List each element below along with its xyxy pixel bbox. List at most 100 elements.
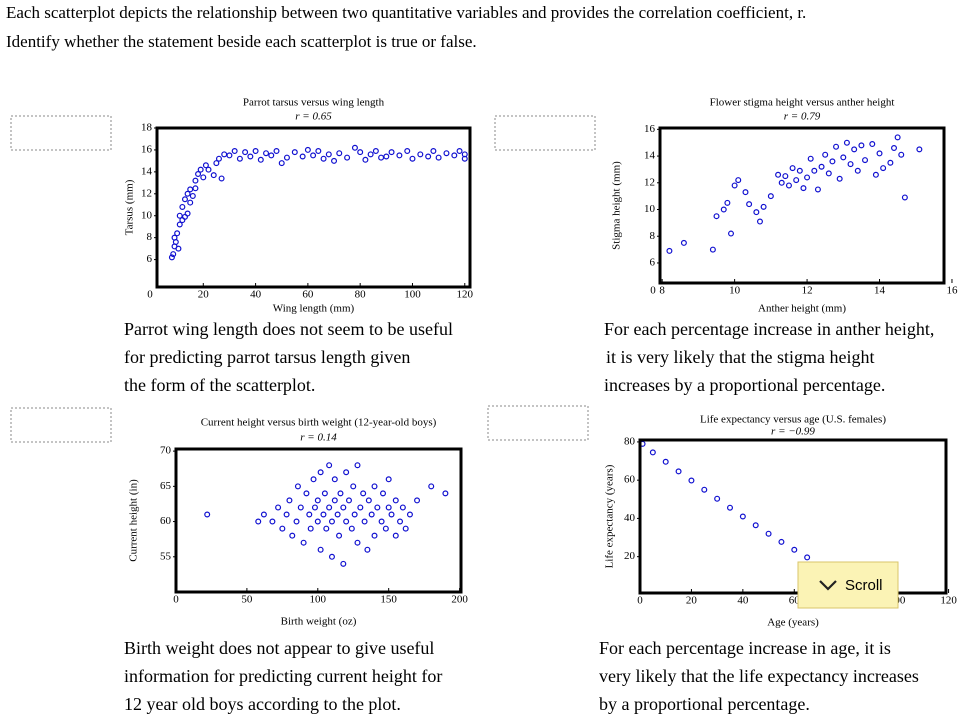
data-point bbox=[174, 230, 181, 237]
data-point bbox=[310, 152, 317, 159]
y-axis-label: Life expectancy (years) bbox=[604, 464, 616, 568]
x-axis-label: Birth weight (oz) bbox=[281, 616, 357, 628]
data-point bbox=[331, 476, 338, 483]
data-point bbox=[836, 175, 843, 182]
scroll-button[interactable]: Scroll bbox=[797, 561, 899, 609]
data-point bbox=[226, 152, 233, 159]
data-point bbox=[756, 218, 763, 225]
x-tick-label: 100 bbox=[404, 289, 421, 301]
data-point bbox=[184, 190, 191, 197]
data-point bbox=[320, 155, 327, 162]
x-tick-label: 0 bbox=[637, 595, 643, 607]
data-point bbox=[343, 469, 350, 476]
data-point bbox=[334, 511, 341, 518]
chart-title: Parrot tarsus versus wing length bbox=[243, 97, 385, 109]
data-point bbox=[760, 203, 767, 210]
plot-frame bbox=[658, 126, 946, 285]
data-point bbox=[767, 193, 774, 200]
data-point bbox=[380, 490, 387, 497]
answer-dropdown[interactable] bbox=[494, 115, 596, 151]
x-tick-label: 80 bbox=[355, 289, 367, 301]
data-point bbox=[343, 518, 350, 525]
data-point bbox=[666, 247, 673, 254]
data-point bbox=[456, 148, 463, 155]
data-point bbox=[726, 504, 733, 511]
data-point bbox=[713, 213, 720, 220]
y-tick-label: 6 bbox=[650, 256, 656, 268]
data-point bbox=[887, 159, 894, 166]
x-tick-label: 20 bbox=[686, 595, 698, 607]
data-point bbox=[753, 209, 760, 216]
y-tick-label: 10 bbox=[141, 209, 153, 221]
data-point bbox=[340, 560, 347, 567]
data-point bbox=[357, 504, 364, 511]
data-point bbox=[350, 483, 357, 490]
data-point bbox=[752, 522, 759, 529]
data-point bbox=[187, 199, 194, 206]
data-point bbox=[847, 161, 854, 168]
data-point bbox=[344, 154, 351, 161]
data-point bbox=[742, 189, 749, 196]
data-point bbox=[189, 192, 196, 199]
data-point bbox=[778, 179, 785, 186]
data-point bbox=[397, 518, 404, 525]
data-point bbox=[385, 476, 392, 483]
data-point bbox=[869, 141, 876, 148]
y-tick-label: 12 bbox=[141, 187, 152, 199]
statement-line: For each percentage increase in anther h… bbox=[604, 319, 934, 339]
data-point bbox=[273, 148, 280, 155]
x-tick-label: 150 bbox=[380, 594, 397, 606]
scroll-button-bg bbox=[797, 561, 899, 609]
data-point bbox=[289, 532, 296, 539]
data-point bbox=[168, 254, 175, 261]
data-point bbox=[176, 221, 183, 228]
data-point bbox=[361, 518, 368, 525]
data-point bbox=[392, 497, 399, 504]
plot-frame bbox=[638, 438, 948, 595]
answer-dropdown[interactable] bbox=[10, 115, 112, 151]
data-point bbox=[872, 171, 879, 178]
data-point bbox=[357, 149, 364, 156]
data-point bbox=[800, 185, 807, 192]
data-point bbox=[406, 511, 413, 518]
x-tick-label: 8 bbox=[659, 285, 665, 297]
y-tick-label: 10 bbox=[644, 203, 656, 215]
answer-dropdown[interactable] bbox=[487, 405, 589, 441]
data-point bbox=[187, 186, 194, 193]
data-point bbox=[833, 143, 840, 150]
data-point bbox=[306, 511, 313, 518]
statement-line: Parrot wing length does not seem to be u… bbox=[124, 319, 453, 339]
y-tick-label: 8 bbox=[147, 231, 153, 243]
answer-dropdown[interactable] bbox=[10, 407, 112, 443]
data-point bbox=[304, 146, 311, 153]
data-point bbox=[320, 511, 327, 518]
data-point bbox=[417, 151, 424, 158]
data-point bbox=[840, 154, 847, 161]
data-point bbox=[428, 483, 435, 490]
data-point bbox=[409, 155, 416, 162]
data-point bbox=[321, 490, 328, 497]
statement-line: the form of the scatterplot. bbox=[124, 375, 315, 395]
data-point bbox=[204, 511, 211, 518]
x-tick-label: 0 bbox=[173, 594, 179, 606]
data-point bbox=[294, 483, 301, 490]
data-point bbox=[236, 155, 243, 162]
data-point bbox=[283, 154, 290, 161]
data-point bbox=[388, 149, 395, 156]
data-point bbox=[291, 149, 298, 156]
data-point bbox=[894, 134, 901, 141]
instruction-line: Identify whether the statement beside ea… bbox=[6, 32, 477, 51]
chart-title: Life expectancy versus age (U.S. females… bbox=[700, 414, 886, 426]
y-tick-label: 80 bbox=[624, 435, 636, 447]
data-point bbox=[368, 511, 375, 518]
data-point bbox=[791, 546, 798, 553]
data-point bbox=[202, 162, 209, 169]
data-point bbox=[175, 245, 182, 252]
data-point bbox=[731, 182, 738, 189]
data-point bbox=[372, 148, 379, 155]
x-tick-label: 0 bbox=[147, 289, 153, 301]
data-point bbox=[351, 144, 358, 151]
data-point bbox=[299, 153, 306, 160]
data-point bbox=[221, 151, 228, 158]
data-point bbox=[210, 172, 217, 179]
